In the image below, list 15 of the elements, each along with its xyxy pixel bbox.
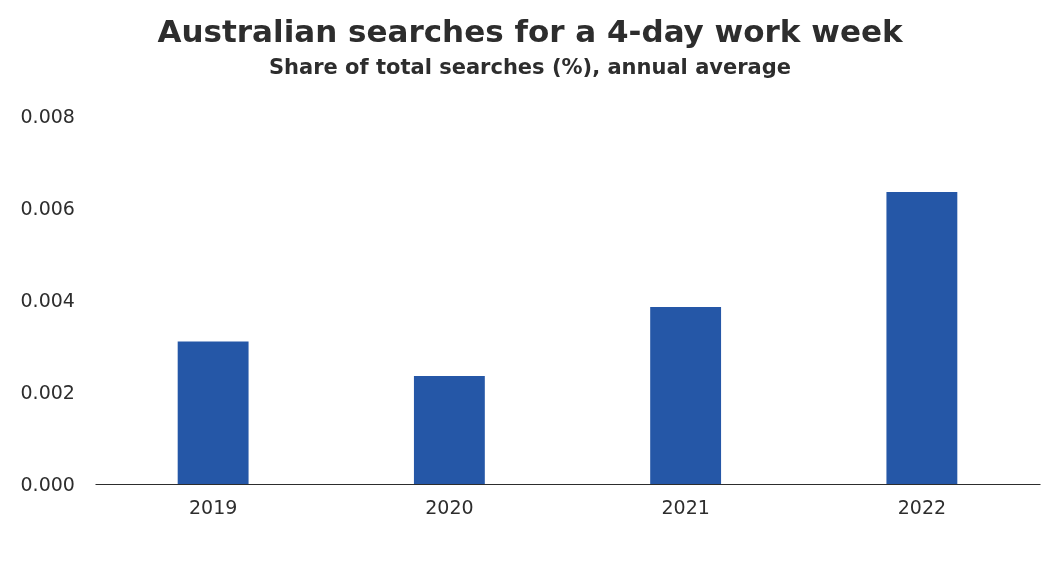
x-tick-label: 2019 <box>188 495 238 518</box>
bar <box>413 375 485 484</box>
x-tick-label: 2020 <box>425 495 474 518</box>
bar <box>886 191 958 484</box>
chart-title: Australian searches for a 4-day work week <box>157 13 904 49</box>
y-tick-label: 0.008 <box>20 104 75 127</box>
x-tick-label: 2022 <box>897 495 947 518</box>
bar <box>650 306 722 484</box>
bar <box>177 341 249 484</box>
y-tick-label: 0.006 <box>20 196 75 219</box>
y-tick-label: 0.002 <box>20 380 75 403</box>
chart-subtitle: Share of total searches (%), annual average <box>268 55 792 79</box>
y-tick-label: 0.004 <box>20 288 75 311</box>
y-tick-label: 0.000 <box>20 472 75 495</box>
x-tick-label: 2021 <box>661 495 710 518</box>
